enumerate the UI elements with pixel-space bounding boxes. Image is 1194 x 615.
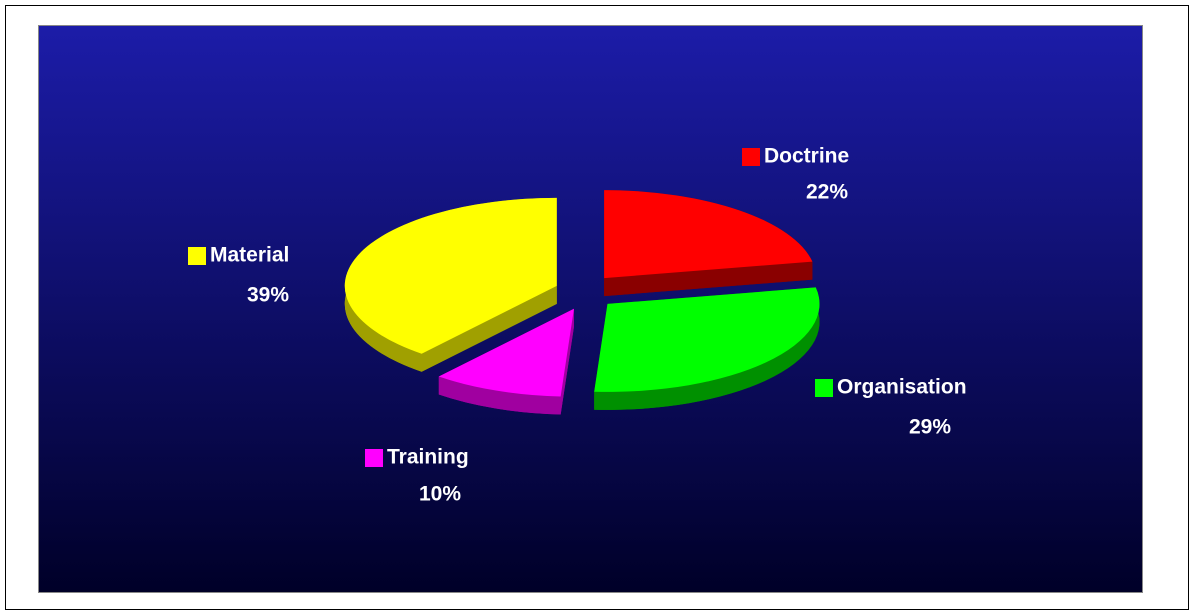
value-label: 39% bbox=[247, 284, 289, 307]
labels: Doctrine 22% Organisation 29% Training 10% Mat… bbox=[188, 145, 967, 506]
category-label: Material bbox=[210, 244, 289, 267]
category-label: Doctrine bbox=[764, 145, 849, 168]
legend-key bbox=[365, 449, 383, 467]
value-label: 22% bbox=[806, 181, 848, 204]
slice bbox=[438, 308, 574, 397]
slice bbox=[604, 190, 813, 279]
legend-key bbox=[742, 148, 760, 166]
slice-radial-wall bbox=[421, 285, 557, 372]
plot-area bbox=[38, 25, 1143, 593]
pie-tops bbox=[344, 190, 820, 397]
slice bbox=[344, 197, 557, 354]
slice-outer-wall bbox=[438, 376, 561, 415]
category-label: Organisation bbox=[837, 376, 967, 399]
value-label: 10% bbox=[419, 483, 461, 506]
value-label: 29% bbox=[909, 416, 951, 439]
legend-key bbox=[815, 379, 833, 397]
slice bbox=[594, 287, 820, 392]
slice-outer-wall bbox=[594, 287, 820, 410]
category-label: Training bbox=[387, 446, 469, 469]
legend-key bbox=[188, 247, 206, 265]
slice-radial-wall bbox=[560, 308, 574, 415]
slice-radial-wall bbox=[604, 261, 813, 297]
